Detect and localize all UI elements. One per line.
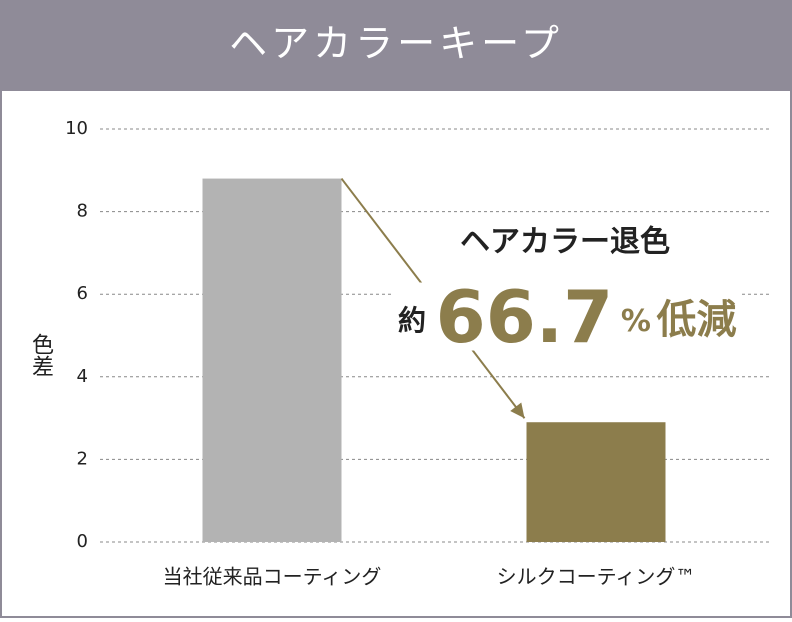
annotation-prefix: 約: [398, 304, 426, 337]
x-tick-label: 当社従来品コーティング: [163, 565, 382, 589]
chart-title: ヘアカラーキープ: [229, 22, 563, 66]
annotation-suffix: 低減: [656, 297, 736, 343]
annotation-heading: ヘアカラー退色: [460, 225, 670, 260]
y-tick-label: 4: [77, 366, 88, 387]
annotation-unit: %: [621, 304, 651, 339]
chart-frame: [0, 89, 792, 618]
annotation: 約 66.7 % 低減: [398, 275, 736, 359]
y-tick-label: 10: [65, 118, 88, 139]
y-tick-label: 8: [77, 201, 88, 222]
arrow-head: [510, 402, 525, 419]
annotation-value: 66.7: [436, 275, 614, 359]
annotation-bg: [394, 282, 741, 351]
y-tick-label: 2: [77, 448, 88, 469]
bar: [526, 422, 666, 542]
bar: [202, 178, 342, 542]
header-bar: [0, 0, 792, 90]
y-tick-label: 6: [77, 283, 88, 304]
x-tick-label: シルクコーティング™: [497, 565, 696, 589]
y-axis-label: 色差: [28, 333, 54, 377]
y-tick-label: 0: [77, 531, 88, 552]
